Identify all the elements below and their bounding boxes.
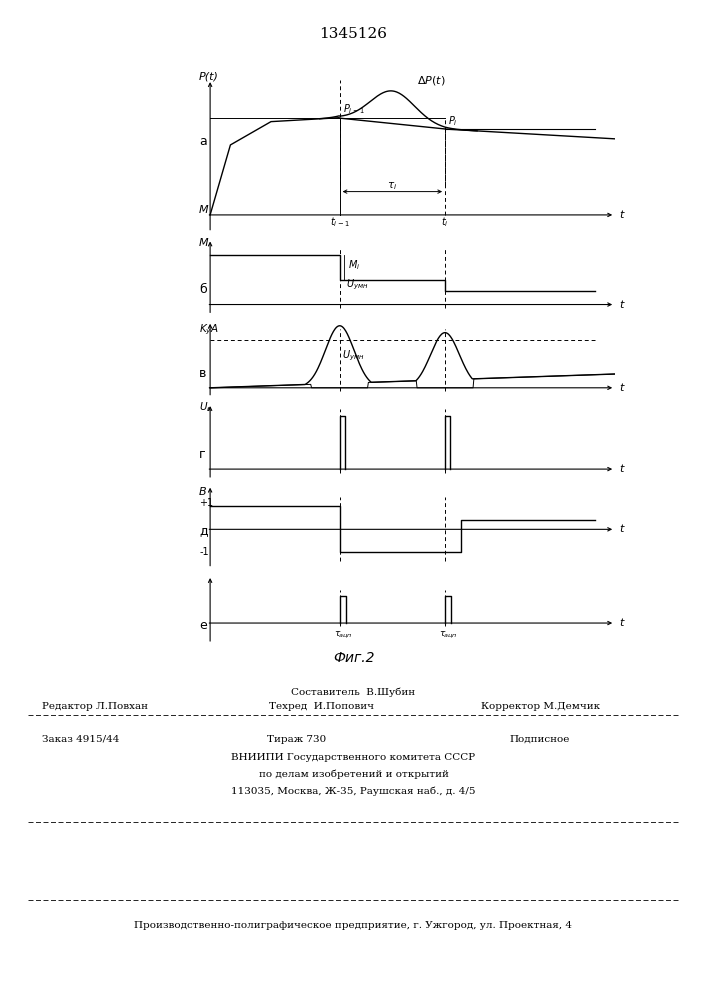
Text: P(t): P(t) (199, 72, 219, 82)
Text: -1: -1 (199, 547, 209, 557)
Text: ВНИИПИ Государственного комитета СССР: ВНИИПИ Государственного комитета СССР (231, 753, 476, 762)
Text: в: в (199, 367, 206, 380)
Text: t: t (619, 383, 624, 393)
Text: д: д (199, 524, 208, 537)
Text: M: M (199, 205, 209, 215)
Text: $U_{умн}$: $U_{умн}$ (346, 277, 368, 292)
Text: а: а (199, 135, 207, 148)
Text: Редактор Л.Повхан: Редактор Л.Повхан (42, 702, 148, 711)
Text: $\tau_{\!ацп}$: $\tau_{\!ацп}$ (334, 629, 352, 640)
Text: B: B (199, 487, 207, 497)
Text: 1345126: 1345126 (320, 27, 387, 41)
Text: $K_y A$: $K_y A$ (199, 323, 219, 337)
Text: t: t (619, 464, 624, 474)
Text: по делам изобретений и открытий: по делам изобретений и открытий (259, 770, 448, 779)
Text: $U_{умн}$: $U_{умн}$ (341, 349, 364, 363)
Text: Составитель  В.Шубин: Составитель В.Шубин (291, 688, 416, 697)
Text: г: г (199, 448, 206, 461)
Text: $P_i$: $P_i$ (448, 114, 457, 128)
Text: Тираж 730: Тираж 730 (267, 735, 327, 744)
Text: M: M (199, 238, 209, 248)
Text: t: t (619, 210, 624, 220)
Text: $\tau_i$: $\tau_i$ (387, 180, 397, 192)
Text: t: t (619, 300, 624, 310)
Text: $M_i$: $M_i$ (348, 258, 360, 272)
Text: $P_{i-1}$: $P_{i-1}$ (342, 102, 364, 116)
Text: t: t (619, 524, 624, 534)
Text: Фиг.2: Фиг.2 (333, 651, 374, 665)
Text: $U_\kappa$: $U_\kappa$ (199, 401, 213, 414)
Text: $t_i$: $t_i$ (441, 215, 449, 229)
Text: $\tau_{\!ацп}$: $\tau_{\!ацп}$ (439, 629, 457, 640)
Text: е: е (199, 619, 207, 632)
Text: б: б (199, 283, 207, 296)
Text: Техред  И.Попович: Техред И.Попович (269, 702, 374, 711)
Text: Производственно-полиграфическое предприятие, г. Ужгород, ул. Проектная, 4: Производственно-полиграфическое предприя… (134, 921, 573, 930)
Text: Корректор М.Демчик: Корректор М.Демчик (481, 702, 600, 711)
Text: $t_{i-1}$: $t_{i-1}$ (330, 215, 349, 229)
Text: Подписное: Подписное (509, 735, 569, 744)
Text: $\Delta P(t)$: $\Delta P(t)$ (416, 74, 445, 87)
Text: Заказ 4915/44: Заказ 4915/44 (42, 735, 119, 744)
Text: 113035, Москва, Ж-35, Раушская наб., д. 4/5: 113035, Москва, Ж-35, Раушская наб., д. … (231, 786, 476, 796)
Text: +1: +1 (199, 498, 214, 508)
Text: t: t (619, 618, 624, 628)
